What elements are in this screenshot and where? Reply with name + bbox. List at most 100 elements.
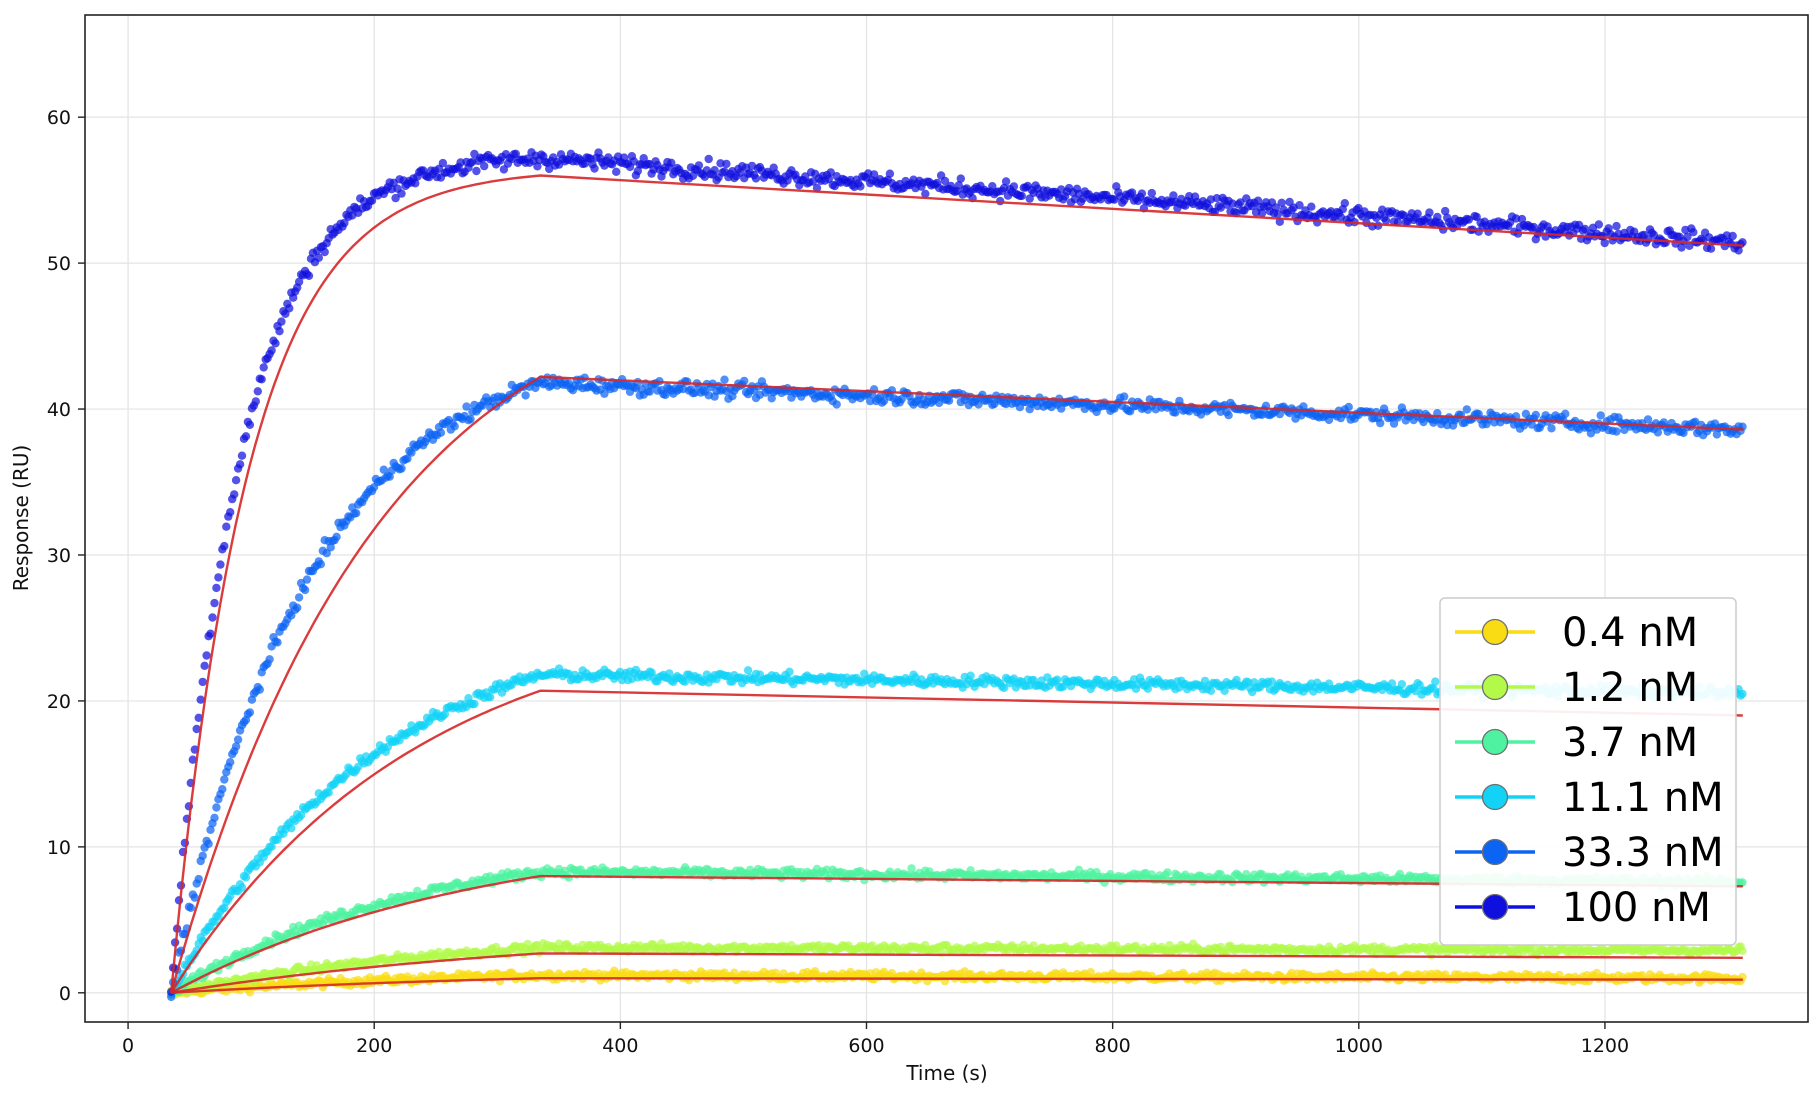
data-point	[194, 874, 203, 884]
data-point	[1017, 191, 1026, 201]
legend-label: 1.2 nM	[1562, 665, 1698, 711]
data-point	[1439, 225, 1448, 234]
data-point	[1053, 675, 1062, 684]
data-point	[1206, 686, 1216, 695]
data-point	[694, 161, 704, 170]
data-point	[1397, 680, 1407, 689]
data-point	[352, 509, 361, 518]
data-point	[1163, 868, 1172, 877]
data-point	[1462, 405, 1472, 414]
data-point	[1413, 209, 1422, 218]
data-point	[1612, 221, 1621, 231]
data-point	[680, 677, 690, 686]
data-point	[186, 903, 195, 912]
data-point	[204, 839, 213, 848]
data-point	[450, 422, 459, 431]
data-point	[275, 327, 284, 336]
data-point	[231, 476, 241, 485]
data-point	[198, 677, 207, 687]
y-axis-title: Response (RU)	[9, 445, 33, 592]
data-point	[885, 169, 895, 178]
y-tick-label: 50	[47, 253, 71, 275]
data-point	[233, 735, 243, 744]
data-point	[241, 432, 251, 441]
data-point	[1561, 409, 1570, 418]
data-point	[856, 182, 865, 191]
data-point	[1147, 188, 1157, 198]
data-point	[1738, 946, 1747, 955]
data-point	[253, 387, 262, 396]
data-point	[210, 598, 219, 608]
data-point	[235, 460, 245, 469]
data-point	[285, 304, 294, 313]
data-point	[710, 166, 719, 175]
legend-label: 0.4 nM	[1562, 610, 1698, 656]
data-point	[202, 651, 211, 660]
data-point	[222, 522, 231, 531]
data-point	[832, 400, 841, 409]
data-point	[300, 585, 310, 595]
data-point	[720, 375, 729, 384]
data-point	[200, 661, 209, 670]
data-point	[1738, 689, 1747, 699]
data-point	[271, 339, 280, 348]
data-point	[257, 375, 266, 384]
data-point	[255, 685, 264, 694]
data-point	[480, 161, 489, 171]
x-axis-title: Time (s)	[905, 1061, 987, 1085]
data-point	[751, 174, 761, 183]
data-point	[320, 247, 329, 257]
x-tick-label: 1000	[1335, 1035, 1383, 1057]
data-point	[226, 508, 235, 517]
data-point	[212, 803, 221, 812]
data-point	[241, 873, 251, 882]
data-point	[230, 490, 239, 499]
data-point	[1596, 411, 1605, 420]
data-point	[1728, 231, 1737, 241]
data-point	[220, 775, 229, 784]
data-point	[397, 464, 406, 473]
data-point	[245, 420, 255, 429]
y-tick-label: 10	[47, 837, 71, 859]
data-point	[245, 708, 255, 717]
data-point	[907, 864, 916, 873]
data-point	[324, 788, 333, 797]
x-tick-label: 200	[356, 1035, 392, 1057]
data-point	[1086, 968, 1095, 977]
data-point	[237, 451, 247, 460]
data-point	[220, 541, 229, 551]
data-point	[273, 638, 282, 647]
data-point	[206, 629, 215, 638]
data-point	[1137, 189, 1147, 198]
data-point	[466, 414, 475, 424]
data-point	[470, 699, 479, 709]
data-point	[332, 532, 341, 541]
series-points	[167, 939, 1747, 999]
data-point	[1689, 228, 1698, 237]
data-point	[521, 391, 530, 400]
data-point	[293, 603, 302, 612]
y-tick-label: 40	[47, 399, 71, 421]
data-point	[590, 164, 599, 173]
data-point	[1009, 182, 1019, 191]
data-point	[226, 758, 235, 767]
data-point	[722, 159, 731, 169]
data-point	[1001, 177, 1011, 186]
data-point	[237, 883, 247, 892]
data-point	[486, 693, 495, 702]
data-point	[1547, 424, 1556, 433]
y-tick-label: 0	[59, 983, 71, 1005]
legend-label: 11.1 nM	[1562, 775, 1724, 821]
legend-marker	[1481, 838, 1509, 866]
data-point	[1600, 238, 1609, 248]
data-point	[1340, 199, 1350, 208]
legend-label: 3.7 nM	[1562, 720, 1698, 766]
data-point	[785, 667, 794, 676]
data-point	[267, 842, 276, 851]
data-point	[1120, 392, 1129, 401]
data-point	[277, 317, 286, 326]
data-point	[564, 873, 574, 882]
